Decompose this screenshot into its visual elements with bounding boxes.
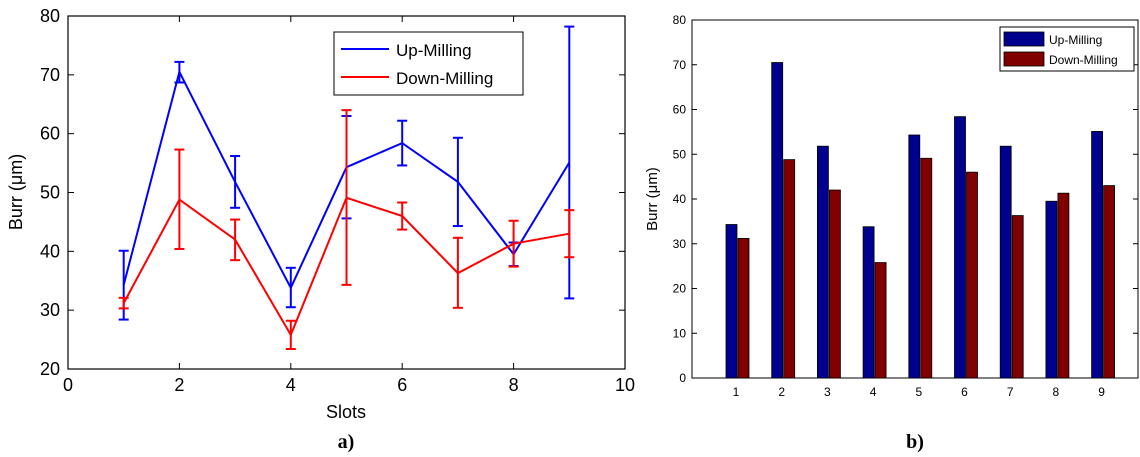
chart-b-bar-up-milling xyxy=(1045,200,1058,379)
chart-a-error-bar-down-milling xyxy=(508,219,519,268)
chart-a-y-tick-label: 60 xyxy=(40,124,60,144)
chart-a-x-tick-label: 8 xyxy=(509,375,519,395)
chart-a-error-bar-down-milling xyxy=(341,109,352,286)
chart-b-bar-down-milling xyxy=(874,262,887,379)
chart-b-legend-label-down-milling: Down-Milling xyxy=(1049,53,1118,67)
chart-b-y-tick-label: 60 xyxy=(673,103,687,117)
chart-a-x-axis-label: Slots xyxy=(326,402,366,422)
chart-b-bar-down-milling xyxy=(829,189,841,379)
chart-b-legend: Up-Milling Down-Milling xyxy=(999,26,1135,72)
chart-b-x-tick-label: 8 xyxy=(1053,385,1060,399)
chart-b-y-axis-label: Burr (μm) xyxy=(644,167,661,231)
chart-b-legend-label-up-milling: Up-Milling xyxy=(1049,33,1102,47)
chart-a-error-bar-up-milling xyxy=(285,266,296,309)
chart-a-legend-label-up-milling: Up-Milling xyxy=(396,41,472,60)
chart-b-x-tick-label: 6 xyxy=(961,385,968,399)
chart-b-bar-down-milling xyxy=(737,237,750,379)
chart-b-x-tick-label: 9 xyxy=(1098,385,1105,399)
chart-a-error-bar-down-milling xyxy=(118,296,129,310)
chart-b-y-tick-label: 40 xyxy=(673,192,687,206)
chart-a-error-bar-up-milling xyxy=(397,119,408,167)
chart-b-bar-up-milling xyxy=(999,145,1012,379)
chart-b-x-tick-label: 1 xyxy=(733,385,740,399)
chart-a-error-bar-down-milling xyxy=(230,218,241,262)
chart-b-y-tick-label: 0 xyxy=(679,371,686,385)
chart-b-panel-label: b) xyxy=(906,431,924,453)
chart-b-y-tick-label: 20 xyxy=(673,282,687,296)
chart-b-x-tick-label: 2 xyxy=(778,385,785,399)
chart-a-error-bar-down-milling xyxy=(564,209,575,259)
chart-a-y-tick-label: 20 xyxy=(40,359,60,379)
chart-a-axes: 0 2 4 6 8 10 20 30 40 50 60 70 80 xyxy=(40,6,635,395)
chart-b-bar-up-milling xyxy=(1091,131,1103,379)
chart-b-x-tick-label: 3 xyxy=(824,385,831,399)
chart-a-y-tick-label: 30 xyxy=(40,300,60,320)
chart-a-error-bar-down-milling xyxy=(452,236,463,309)
chart-b-bar-down-milling xyxy=(1011,215,1024,379)
chart-a-x-tick-label: 4 xyxy=(286,375,296,395)
chart-b-legend-swatch-up-milling xyxy=(1003,31,1045,47)
chart-b-bar-down-milling xyxy=(783,159,796,379)
chart-b-marks xyxy=(725,62,1115,379)
chart-b: 0 10 20 30 40 50 60 70 80 1 2 3 4 5 6 7 8 9 Burr (μm) Up-… xyxy=(644,13,1139,453)
chart-a-error-bar-up-milling xyxy=(230,155,241,209)
chart-a-x-tick-label: 0 xyxy=(63,375,73,395)
chart-a-y-tick-label: 50 xyxy=(40,183,60,203)
chart-a-y-tick-label: 70 xyxy=(40,65,60,85)
chart-b-y-tick-label: 50 xyxy=(673,147,687,161)
chart-a-y-axis-label: Burr (μm) xyxy=(6,154,26,230)
chart-a-error-bar-up-milling xyxy=(452,136,463,228)
chart-b-bar-up-milling xyxy=(817,145,829,379)
chart-a-y-tick-label: 80 xyxy=(40,6,60,26)
chart-b-bar-down-milling xyxy=(966,171,978,379)
chart-b-bar-down-milling xyxy=(1103,185,1115,379)
chart-a-y-tick-label: 40 xyxy=(40,241,60,261)
chart-a-error-bar-up-milling xyxy=(174,60,185,84)
chart-b-bar-up-milling xyxy=(908,134,921,379)
chart-b-y-tick-label: 80 xyxy=(673,13,687,27)
chart-a-marks xyxy=(118,25,575,350)
chart-a-legend: Up-Milling Down-Milling xyxy=(333,31,524,96)
chart-a: 0 2 4 6 8 10 20 30 40 50 60 70 80 Slots Burr (μm) Up… xyxy=(6,6,635,453)
chart-a-panel-label: a) xyxy=(338,431,355,453)
chart-a-legend-box xyxy=(333,31,524,96)
chart-b-bar-up-milling xyxy=(954,116,966,379)
chart-b-y-tick-label: 10 xyxy=(673,326,687,340)
chart-b-legend-swatch-down-milling xyxy=(1003,51,1045,67)
chart-a-error-bar-down-milling xyxy=(174,148,185,250)
chart-b-x-tick-label: 7 xyxy=(1007,385,1014,399)
chart-a-error-bar-down-milling xyxy=(397,201,408,231)
chart-a-x-tick-label: 2 xyxy=(174,375,184,395)
chart-b-bar-down-milling xyxy=(1057,192,1070,379)
chart-b-x-tick-label: 5 xyxy=(915,385,922,399)
chart-b-bar-up-milling xyxy=(771,62,784,379)
chart-b-y-tick-label: 70 xyxy=(673,58,687,72)
chart-a-x-tick-label: 10 xyxy=(615,375,635,395)
chart-b-bar-up-milling xyxy=(725,224,738,379)
chart-a-error-bar-down-milling xyxy=(285,319,296,350)
chart-b-x-tick-label: 4 xyxy=(870,385,877,399)
chart-b-bar-up-milling xyxy=(862,226,875,379)
chart-b-y-tick-label: 30 xyxy=(673,237,687,251)
chart-a-legend-label-down-milling: Down-Milling xyxy=(396,69,493,88)
chart-a-x-tick-label: 6 xyxy=(397,375,407,395)
chart-b-bar-down-milling xyxy=(920,157,933,379)
